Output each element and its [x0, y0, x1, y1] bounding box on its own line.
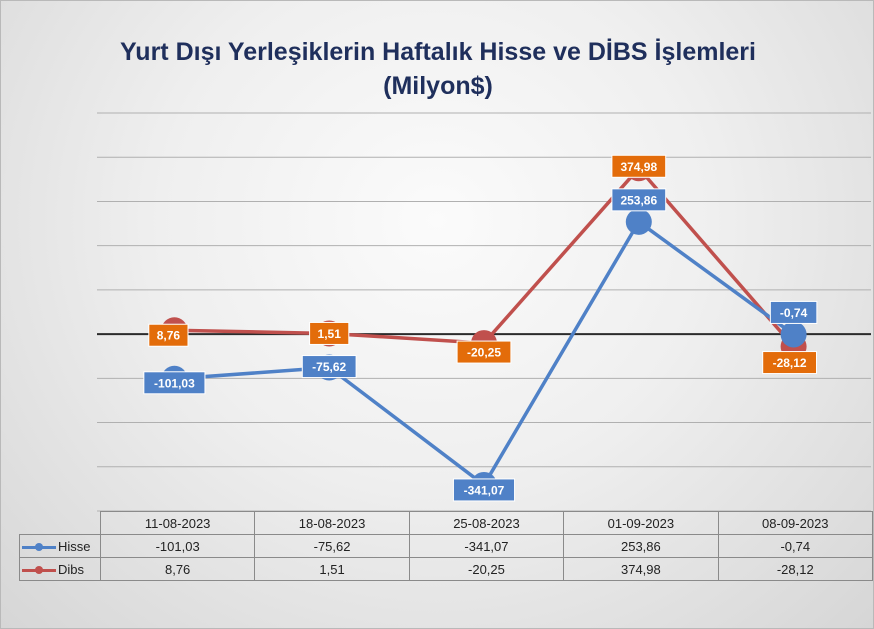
data-label-box: [769, 300, 818, 324]
table-cell: 1,51: [254, 557, 410, 581]
category-label: 18-08-2023: [254, 511, 410, 535]
data-label: -0,74: [780, 306, 808, 320]
legend-label-hisse: Hisse: [58, 538, 91, 554]
data-point-hisse: [625, 208, 652, 235]
data-table-header-row: 11-08-2023 18-08-2023 25-08-2023 01-09-2…: [19, 511, 873, 535]
data-table-row-dibs: Dibs 8,76 1,51 -20,25 374,98 -28,12: [19, 557, 873, 581]
data-label-box: [148, 323, 189, 347]
legend-line-dibs-icon: [22, 565, 56, 574]
data-label: -75,62: [312, 360, 346, 374]
data-label: -101,03: [154, 376, 195, 390]
data-point-hisse: [780, 321, 807, 348]
table-cell: -341,07: [408, 534, 565, 558]
legend-label-dibs: Dibs: [58, 561, 85, 577]
series-line-dibs: [174, 166, 795, 348]
data-label: 374,98: [620, 160, 657, 174]
chart-title: Yurt Dışı Yerleşiklerin Haftalık Hisse v…: [1, 35, 873, 103]
table-cell: 253,86: [563, 534, 719, 558]
category-label: 08-09-2023: [717, 511, 873, 535]
chart-title-line2: (Milyon$): [383, 72, 493, 100]
category-label: 01-09-2023: [563, 511, 719, 535]
legend-key-dibs: Dibs: [19, 557, 101, 581]
data-label-box: [143, 371, 206, 395]
data-label: -28,12: [773, 356, 807, 370]
legend-line-hisse-icon: [22, 542, 56, 551]
data-label-box: [301, 355, 357, 379]
table-cell: -101,03: [99, 534, 256, 558]
data-label-box: [611, 188, 667, 212]
data-table-row-hisse: Hisse -101,03 -75,62 -341,07 253,86 -0,7…: [19, 534, 873, 558]
data-label-box: [309, 321, 350, 345]
data-label-box: [452, 478, 516, 502]
table-cell: 374,98: [563, 557, 719, 581]
legend-key-hisse: Hisse: [19, 534, 101, 558]
category-label: 11-08-2023: [99, 511, 256, 535]
table-cell: -75,62: [254, 534, 410, 558]
data-label-box: [762, 351, 818, 375]
table-cell: -0,74: [717, 534, 873, 558]
table-cell: -20,25: [408, 557, 565, 581]
chart-title-line1: Yurt Dışı Yerleşiklerin Haftalık Hisse v…: [120, 38, 756, 66]
data-label: 1,51: [318, 327, 342, 341]
data-table: 11-08-2023 18-08-2023 25-08-2023 01-09-2…: [19, 511, 873, 581]
table-cell: 8,76: [99, 557, 256, 581]
data-label: -20,25: [467, 346, 501, 360]
category-label: 25-08-2023: [408, 511, 565, 535]
data-label-box: [611, 154, 667, 178]
data-label-box: [456, 340, 512, 364]
data-label: -341,07: [464, 483, 505, 497]
table-cell: -28,12: [717, 557, 873, 581]
data-label: 8,76: [157, 329, 181, 343]
data-label: 253,86: [620, 193, 657, 207]
